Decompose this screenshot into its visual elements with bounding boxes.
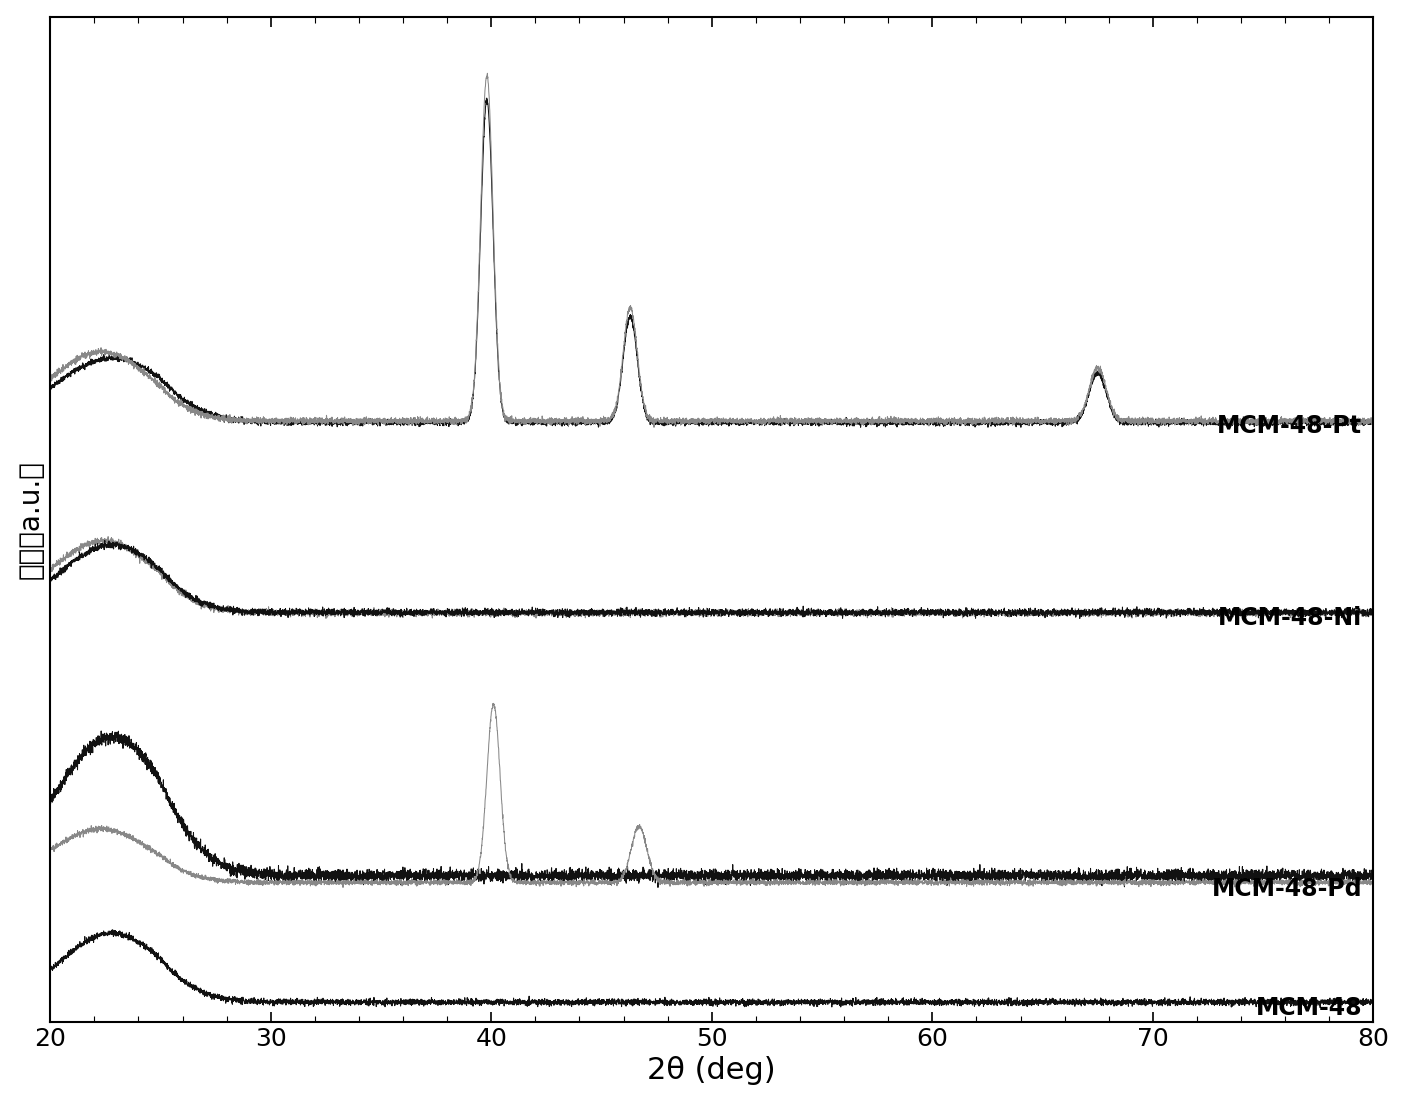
Text: MCM-48-Pt: MCM-48-Pt [1218,414,1362,437]
Y-axis label: 强度（a.u.）: 强度（a.u.） [17,460,45,579]
X-axis label: 2θ (deg): 2θ (deg) [648,1057,776,1085]
Text: MCM-48-Ni: MCM-48-Ni [1218,606,1362,630]
Text: MCM-48-Pd: MCM-48-Pd [1212,877,1362,901]
Text: MCM-48: MCM-48 [1256,996,1362,1019]
